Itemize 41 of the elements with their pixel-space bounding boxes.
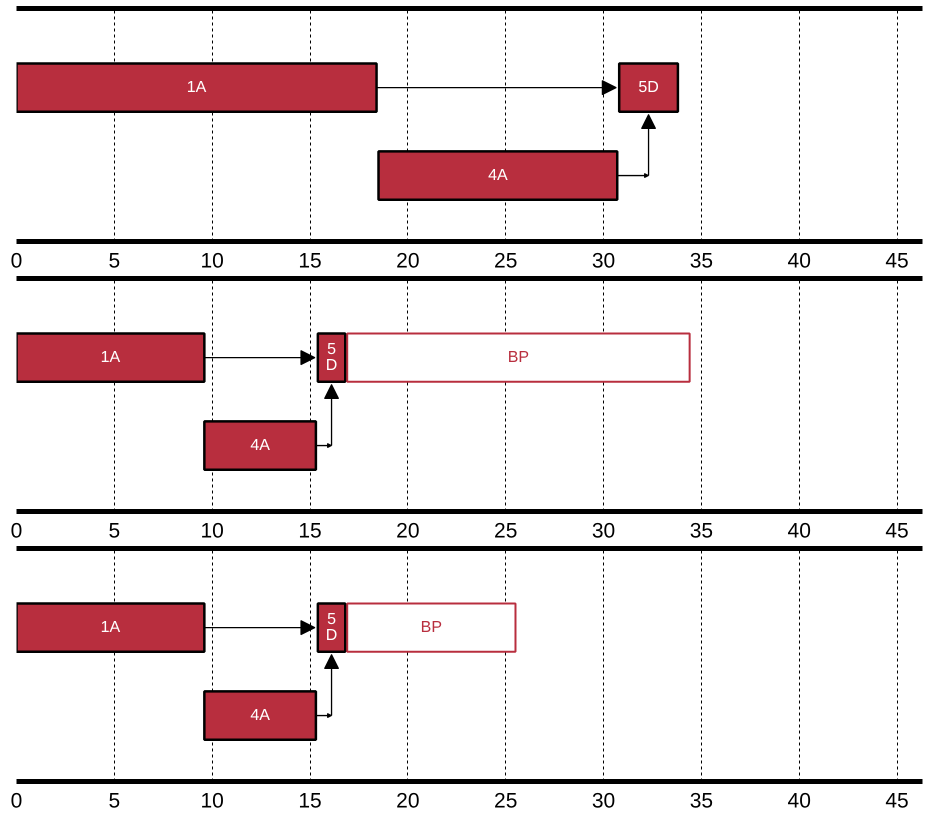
x-tick-label: 10 <box>200 790 224 812</box>
x-tick-label: 5 <box>108 790 120 812</box>
x-tick-label: 40 <box>788 250 811 272</box>
series-label: 4A <box>488 167 508 184</box>
x-tick-label: 20 <box>396 520 420 542</box>
x-tick-label: 0 <box>10 790 22 812</box>
x-tick-label: 25 <box>494 520 518 542</box>
series-label: 1A <box>100 349 121 366</box>
x-tick-label: 20 <box>396 790 420 812</box>
x-tick-label: 15 <box>298 790 322 812</box>
x-tick-label: 40 <box>788 520 811 542</box>
x-tick-label: 25 <box>494 250 518 272</box>
x-tick-label: 10 <box>200 520 224 542</box>
x-tick-label: 25 <box>494 790 518 812</box>
series-label: 4A <box>250 707 270 724</box>
x-tick-label: 45 <box>885 790 909 812</box>
x-tick-label: 10 <box>200 250 224 272</box>
x-tick-label: 15 <box>298 250 322 272</box>
series-label: 1A <box>186 79 207 96</box>
x-tick-label: 30 <box>592 250 616 272</box>
x-tick-label: 5 <box>108 250 120 272</box>
series-label: 5D <box>326 341 338 374</box>
series-label: BP <box>508 349 530 366</box>
x-tick-label: 0 <box>10 250 22 272</box>
x-tick-label: 35 <box>690 790 714 812</box>
series-label: BP <box>420 619 442 636</box>
x-tick-label: 30 <box>592 520 616 542</box>
series-label: 1A <box>100 619 121 636</box>
series-label: 4A <box>250 437 270 454</box>
x-tick-label: 30 <box>592 790 616 812</box>
x-tick-label: 45 <box>885 250 909 272</box>
series-label: 5D <box>638 79 659 96</box>
x-tick-label: 20 <box>396 250 420 272</box>
x-tick-label: 5 <box>108 520 120 542</box>
x-tick-label: 35 <box>690 250 714 272</box>
x-tick-label: 45 <box>885 520 909 542</box>
x-tick-label: 40 <box>788 790 811 812</box>
x-tick-label: 15 <box>298 520 322 542</box>
series-label: 5D <box>326 611 338 644</box>
x-tick-label: 0 <box>10 520 22 542</box>
x-tick-label: 35 <box>690 520 714 542</box>
